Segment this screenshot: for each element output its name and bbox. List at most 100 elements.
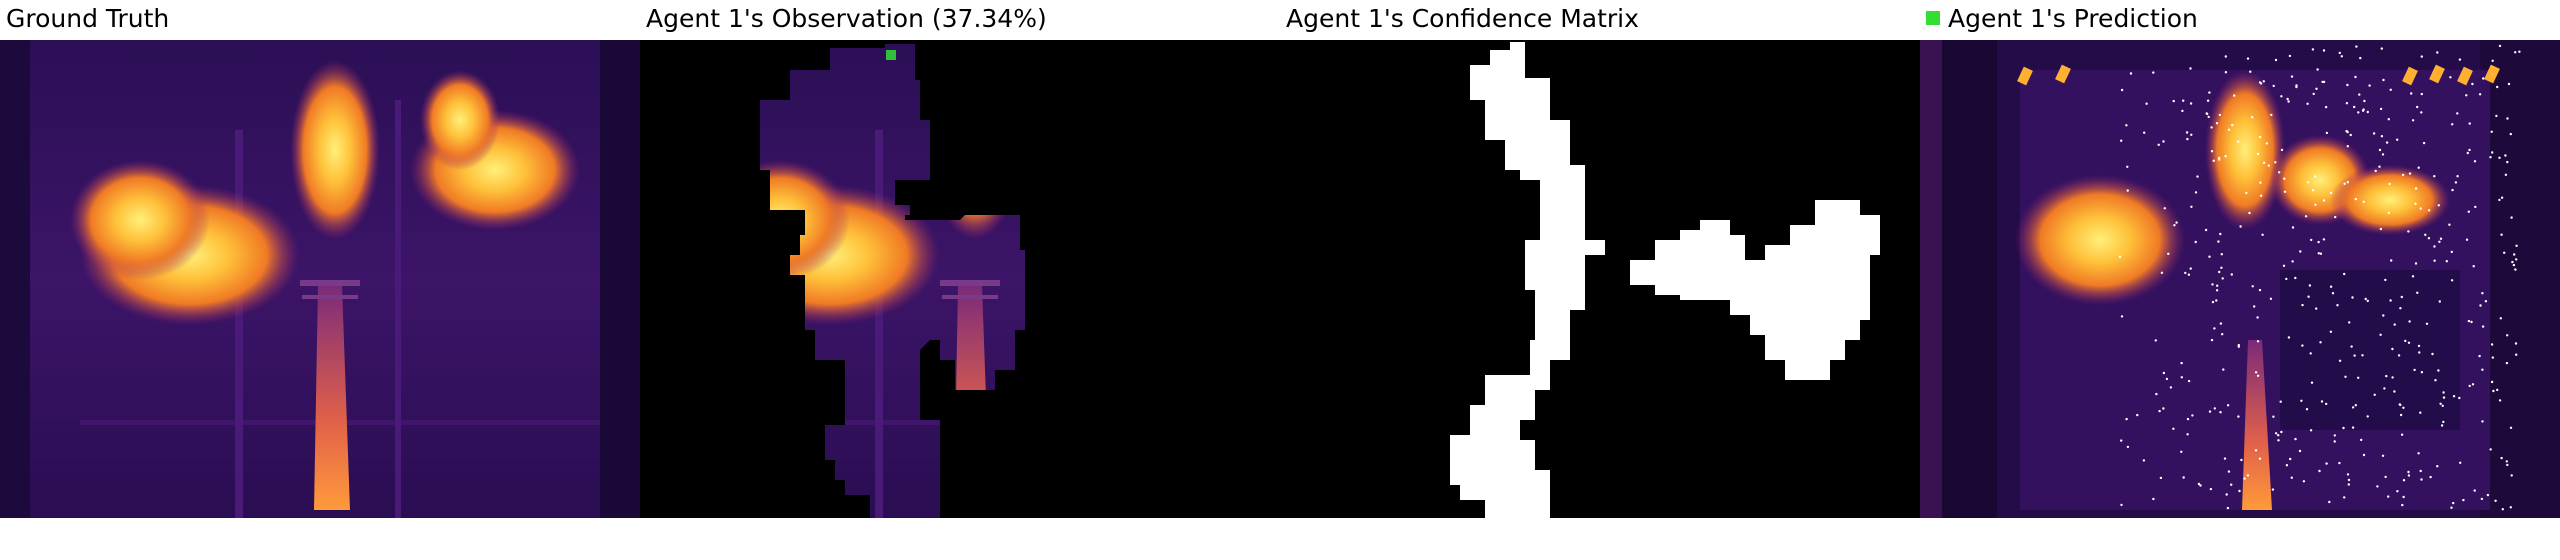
prediction-dot [2439, 237, 2443, 240]
prediction-dot [2505, 460, 2508, 463]
prediction-dot [2500, 456, 2503, 460]
prediction-dot [2248, 211, 2251, 215]
prediction-dot [2316, 68, 2319, 71]
prediction-dot [2182, 476, 2185, 479]
prediction-dot [2320, 400, 2324, 403]
prediction-dot [2407, 474, 2411, 477]
prediction-dot [2490, 343, 2494, 346]
prediction-dot [2325, 462, 2328, 465]
prediction-dot [2379, 333, 2382, 336]
prediction-dot [2280, 430, 2283, 434]
prediction-dot [2262, 80, 2265, 83]
prediction-dot [2290, 75, 2294, 78]
prediction-dot [2414, 187, 2418, 190]
prediction-dot [2267, 164, 2270, 167]
prediction-dot [2413, 368, 2416, 372]
prediction-dot [2351, 406, 2355, 409]
prediction-dot [2338, 51, 2341, 55]
prediction-dot [2402, 406, 2405, 409]
prediction-dot [2322, 49, 2326, 52]
prediction-dot [2407, 230, 2410, 233]
prediction-dot [2354, 404, 2357, 407]
prediction-dot [2311, 189, 2315, 192]
prediction-dot [2473, 160, 2477, 163]
prediction-dot [2402, 495, 2405, 499]
prediction-dot [2272, 84, 2275, 88]
prediction-dot [2162, 140, 2165, 143]
prediction-dot [2278, 171, 2281, 174]
prediction-dot [2481, 292, 2484, 295]
prediction-dot [2274, 161, 2277, 164]
prediction-dot [2158, 409, 2161, 413]
prediction-dot [2217, 240, 2220, 243]
observation-image [640, 40, 1280, 518]
prediction-dot [2360, 438, 2363, 442]
prediction-dot [2301, 303, 2304, 307]
prediction-dot [2417, 452, 2420, 455]
prediction-dot [2491, 151, 2494, 154]
prediction-dot [2347, 483, 2350, 486]
prediction-dot [2274, 432, 2278, 435]
prediction-dot [2210, 126, 2213, 129]
prediction-dot [2254, 371, 2258, 374]
prediction-dot [2262, 161, 2266, 164]
prediction-dot [2210, 338, 2214, 342]
prediction-dot [2125, 417, 2128, 421]
prediction-dot [2256, 374, 2260, 377]
prediction-dot [2256, 340, 2260, 343]
prediction-dot [2425, 322, 2429, 325]
prediction-dot [2450, 250, 2453, 254]
prediction-dot [2291, 260, 2294, 263]
prediction-dot [2322, 80, 2326, 84]
prediction-dot [2404, 339, 2407, 343]
prediction-dot [2506, 334, 2509, 337]
prediction-dot [2346, 181, 2349, 184]
prediction-dot [2258, 288, 2262, 292]
prediction-dot [2438, 240, 2441, 243]
prediction-dot [2190, 205, 2193, 208]
prediction-dot [2186, 137, 2189, 141]
prediction-dot [2416, 291, 2419, 294]
prediction-dot [2381, 153, 2385, 156]
prediction-dot [2256, 152, 2260, 156]
prediction-image [1920, 40, 2560, 518]
prediction-dot [2210, 150, 2214, 153]
prediction-dot [2288, 54, 2292, 58]
prediction-dot [2499, 317, 2502, 320]
prediction-dot [2186, 417, 2190, 421]
prediction-dot [2481, 420, 2484, 423]
prediction-dot [2218, 113, 2222, 117]
prediction-dot [2220, 266, 2223, 269]
prediction-dot [2451, 123, 2454, 126]
prediction-dot [2411, 275, 2415, 278]
prediction-dot [2470, 320, 2473, 324]
prediction-dot [2414, 262, 2418, 265]
prediction-dot [2172, 427, 2175, 430]
prediction-dot [2237, 140, 2240, 143]
prediction-dot [2359, 56, 2362, 60]
prediction-dot [2363, 99, 2366, 103]
prediction-dot [2126, 445, 2130, 449]
prediction-dot [2249, 70, 2252, 73]
prediction-dot [2172, 99, 2175, 103]
prediction-dot [2400, 433, 2404, 436]
prediction-dot [2452, 395, 2456, 398]
prediction-dot [2433, 175, 2436, 178]
prediction-dot [2294, 437, 2297, 441]
prediction-dot [2384, 278, 2387, 282]
prediction-dot [2511, 260, 2514, 264]
prediction-dot [2385, 374, 2388, 378]
prediction-dot [2343, 272, 2346, 276]
prediction-dot [2509, 506, 2512, 509]
prediction-dot [2374, 169, 2377, 173]
prediction-dot [2343, 182, 2346, 185]
prediction-dot [2211, 283, 2214, 286]
prediction-dot [2489, 448, 2492, 451]
prediction-dot [2160, 271, 2164, 274]
prediction-dot [2208, 255, 2211, 258]
prediction-dot [2173, 224, 2176, 227]
prediction-dot [2190, 133, 2193, 136]
prediction-dot [2277, 434, 2280, 437]
prediction-dot [2240, 458, 2243, 462]
prediction-dot [2329, 285, 2333, 288]
